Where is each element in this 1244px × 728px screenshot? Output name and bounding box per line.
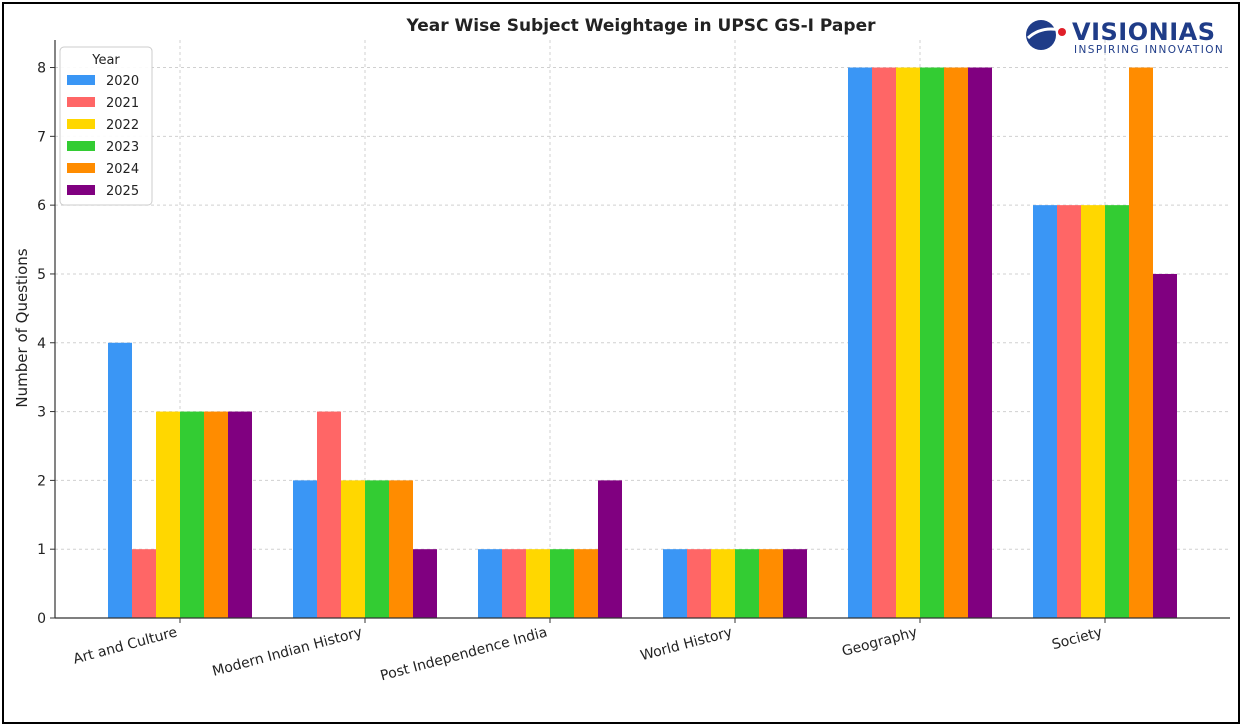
bar [1057, 205, 1081, 618]
bar [1105, 205, 1129, 618]
y-tick-label: 8 [37, 61, 46, 77]
bar [1153, 273, 1177, 618]
y-axis-label: Number of Questions [13, 248, 31, 407]
brand-logo: VISIONIAS INSPIRING INNOVATION [1024, 14, 1234, 58]
legend-swatch [67, 75, 95, 85]
bar [598, 480, 622, 618]
legend-entry: 2025 [106, 184, 139, 199]
bar [180, 411, 204, 618]
legend: Year 2020 2021 2022 2023 2024 2025 [59, 46, 153, 206]
x-tick-label: Modern Indian History [211, 624, 364, 679]
bar [228, 411, 252, 618]
legend-title: Year [91, 53, 120, 68]
bar [848, 67, 872, 619]
bars [108, 67, 1177, 619]
bar [1081, 205, 1105, 618]
legend-swatch [67, 141, 95, 151]
bar [293, 480, 317, 618]
x-tick-label: Geography [840, 624, 919, 659]
y-tick-label: 7 [37, 129, 46, 145]
y-tick-label: 0 [37, 611, 46, 627]
y-tick-label: 5 [37, 267, 46, 283]
bar [413, 549, 437, 618]
x-tick-label: Society [1050, 624, 1104, 653]
brand-tagline: INSPIRING INNOVATION [1074, 44, 1225, 56]
bar [687, 549, 711, 618]
y-tick-label: 4 [37, 336, 46, 352]
legend-swatch [67, 97, 95, 107]
y-tick-label: 2 [37, 473, 46, 489]
bar [341, 480, 365, 618]
bar [968, 67, 992, 619]
legend-swatch [67, 185, 95, 195]
bar [663, 549, 687, 618]
bar [711, 549, 735, 618]
bar [1033, 205, 1057, 618]
legend-entry: 2021 [106, 96, 139, 111]
bar [872, 67, 896, 619]
x-tick-label: Art and Culture [72, 624, 180, 667]
x-tick-label: Post Independence India [379, 624, 549, 684]
bar [896, 67, 920, 619]
chart-title: Year Wise Subject Weightage in UPSC GS-I… [406, 16, 877, 36]
globe-icon [1026, 20, 1066, 50]
bar [156, 411, 180, 618]
bar [783, 549, 807, 618]
legend-swatch [67, 119, 95, 129]
y-tick-label: 1 [37, 542, 46, 558]
bar [944, 67, 968, 619]
bar [1129, 67, 1153, 619]
bar [132, 549, 156, 618]
x-tick-label: World History [639, 624, 734, 664]
bar [389, 480, 413, 618]
bar [735, 549, 759, 618]
bar [920, 67, 944, 619]
bar [204, 411, 228, 618]
bar [478, 549, 502, 618]
brand-name: VISIONIAS [1072, 18, 1216, 46]
bar [574, 549, 598, 618]
bar [526, 549, 550, 618]
legend-entry: 2022 [106, 118, 139, 133]
bar [108, 342, 132, 618]
bar [317, 411, 341, 618]
y-tick-label: 6 [37, 198, 46, 214]
legend-entry: 2020 [106, 74, 139, 89]
bar [550, 549, 574, 618]
bar [365, 480, 389, 618]
legend-entry: 2023 [106, 140, 139, 155]
bar [759, 549, 783, 618]
bar [502, 549, 526, 618]
legend-swatch [67, 163, 95, 173]
y-tick-label: 3 [37, 405, 46, 421]
legend-entry: 2024 [106, 162, 139, 177]
